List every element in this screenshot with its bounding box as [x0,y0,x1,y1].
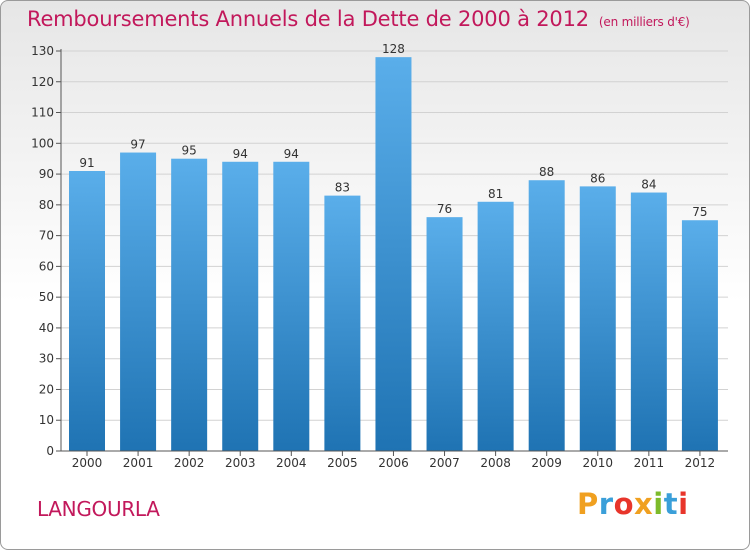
value-label: 88 [539,165,554,179]
commune-name: LANGOURLA [37,497,160,521]
logo-letter: x [634,487,654,521]
y-tick-label: 40 [39,321,54,335]
x-tick-label: 2009 [531,456,562,470]
y-tick-label: 90 [39,167,54,181]
x-tick-label: 2001 [123,456,154,470]
x-tick-label: 2000 [72,456,103,470]
logo-letter: i [678,487,689,521]
bar-2001 [120,152,157,452]
bar-2006 [375,57,412,452]
labels: 91 2000 97 2001 95 2002 94 2003 94 2004 83 2005 128 2… [72,42,715,470]
bar-2002 [171,158,208,451]
y-tick-label: 80 [39,198,54,212]
y-tick-label: 130 [31,44,54,58]
y-tick-label: 60 [39,259,54,273]
axes: 0 10 20 30 40 50 60 70 80 90 100 110 120 130 [31,44,728,458]
y-tick-label: 120 [31,75,54,89]
x-tick-label: 2007 [429,456,460,470]
value-label: 97 [130,138,145,152]
y-tick-label: 20 [39,382,54,396]
x-tick-label: 2002 [174,456,205,470]
bar-2010 [579,186,616,451]
y-tick-label: 110 [31,106,54,120]
x-tick-label: 2005 [327,456,358,470]
value-label: 95 [182,144,197,158]
x-tick-label: 2008 [480,456,511,470]
value-label: 128 [382,42,405,56]
bar-2009 [528,180,565,451]
y-tick-label: 0 [46,444,54,458]
chart-subtitle: (en milliers d'€) [598,15,690,29]
value-label: 81 [488,187,503,201]
bar-2008 [477,201,514,451]
x-tick-label: 2010 [582,456,613,470]
value-label: 91 [79,156,94,170]
value-label: 94 [233,147,248,161]
logo-letter: r [598,487,614,521]
bar-2005 [324,195,361,451]
bar-2012 [681,220,718,451]
y-tick-label: 30 [39,352,54,366]
logo-letter: P [577,487,599,521]
bar-2011 [630,192,667,452]
x-tick-label: 2011 [634,456,665,470]
value-label: 76 [437,202,452,216]
value-label: 75 [692,205,707,219]
bar-2007 [426,217,463,451]
x-tick-label: 2004 [276,456,307,470]
value-label: 86 [590,171,605,185]
y-tick-label: 50 [39,290,54,304]
proxiti-logo[interactable]: Proxiti [577,487,689,521]
x-tick-label: 2012 [685,456,716,470]
value-label: 84 [641,178,656,192]
x-tick-label: 2006 [378,456,409,470]
bar-2004 [273,161,310,451]
bar-2000 [69,171,105,451]
logo-letter: t [663,487,679,521]
y-tick-label: 10 [39,413,54,427]
chart-title: Remboursements Annuels de la Dette de 20… [27,7,690,31]
logo-letter: i [653,487,664,521]
y-tick-label: 70 [39,229,54,243]
chart-title-text: Remboursements Annuels de la Dette de 20… [27,7,589,31]
logo-letter: o [613,487,635,521]
value-label: 83 [335,181,350,195]
x-tick-label: 2003 [225,456,256,470]
value-label: 94 [284,147,299,161]
bars [69,57,718,452]
bar-2003 [222,161,259,451]
y-tick-label: 100 [31,136,54,150]
